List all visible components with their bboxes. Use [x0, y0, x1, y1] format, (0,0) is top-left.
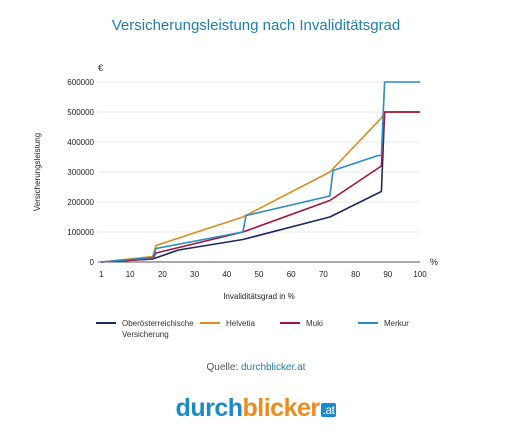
series-line-helvetia — [101, 111, 420, 263]
series-line-ober-sterreichische-versicherung — [101, 111, 420, 263]
line-chart: 0 100000 200000 300000 400000 500000 600000 1 10… — [33, 63, 438, 301]
x-tick-label: 80 — [351, 270, 360, 279]
y-tick-label: 300000 — [67, 168, 94, 177]
logo-part-durch: durch — [175, 394, 243, 422]
x-unit-label: % — [430, 257, 438, 267]
chart-legend: Oberösterreichische Versicherung Helveti… — [96, 318, 426, 348]
legend-swatch — [280, 322, 300, 324]
legend-label: Helvetia — [226, 319, 255, 328]
legend-label: Oberösterreichische Versicherung — [122, 319, 194, 339]
x-tick-label: 10 — [126, 270, 135, 279]
legend-item-merkur: Merkur — [358, 318, 409, 329]
x-tick-label: 50 — [255, 270, 264, 279]
series-line-muki — [101, 111, 420, 263]
x-tick-label: 90 — [383, 270, 392, 279]
y-tick-label: 100000 — [67, 228, 94, 237]
x-tick-label: 40 — [222, 270, 231, 279]
x-tick-label: 60 — [287, 270, 296, 279]
legend-item-helvetia: Helvetia — [200, 318, 255, 329]
x-tick-label: 20 — [158, 270, 167, 279]
legend-swatch — [200, 322, 220, 324]
y-tick-label: 400000 — [67, 138, 94, 147]
x-tick-label: 100 — [413, 270, 427, 279]
y-tick-label: 500000 — [67, 108, 94, 117]
logo-part-at: .at — [320, 403, 337, 417]
source-prefix: Quelle: — [206, 362, 241, 373]
source-line: Quelle: durchblicker.at — [0, 362, 512, 373]
logo: durchblicker .at — [0, 394, 512, 423]
chart-title: Versicherungsleistung nach Invaliditätsg… — [111, 17, 401, 34]
y-tick-label: 200000 — [67, 198, 94, 207]
legend-swatch — [358, 322, 378, 324]
y-tick-label: 0 — [90, 258, 95, 267]
y-tick-label: 600000 — [67, 78, 94, 87]
legend-item-muki: Muki — [280, 318, 323, 329]
x-tick-label: 30 — [190, 270, 199, 279]
legend-item-oberoesterreichische: Oberösterreichische Versicherung — [96, 318, 202, 340]
legend-label: Muki — [306, 319, 323, 328]
legend-label: Merkur — [384, 319, 409, 328]
y-unit-label: € — [98, 63, 103, 73]
logo-part-blicker: blicker — [242, 394, 321, 422]
x-tick-label: 70 — [319, 270, 328, 279]
x-axis-title: Invaliditätsgrad in % — [223, 292, 295, 301]
x-tick-label: 1 — [99, 270, 104, 279]
legend-swatch — [96, 322, 116, 324]
source-link[interactable]: durchblicker.at — [240, 362, 306, 373]
y-axis-title: Versicherungsleistung — [33, 133, 42, 211]
series-line-merkur — [101, 81, 420, 263]
